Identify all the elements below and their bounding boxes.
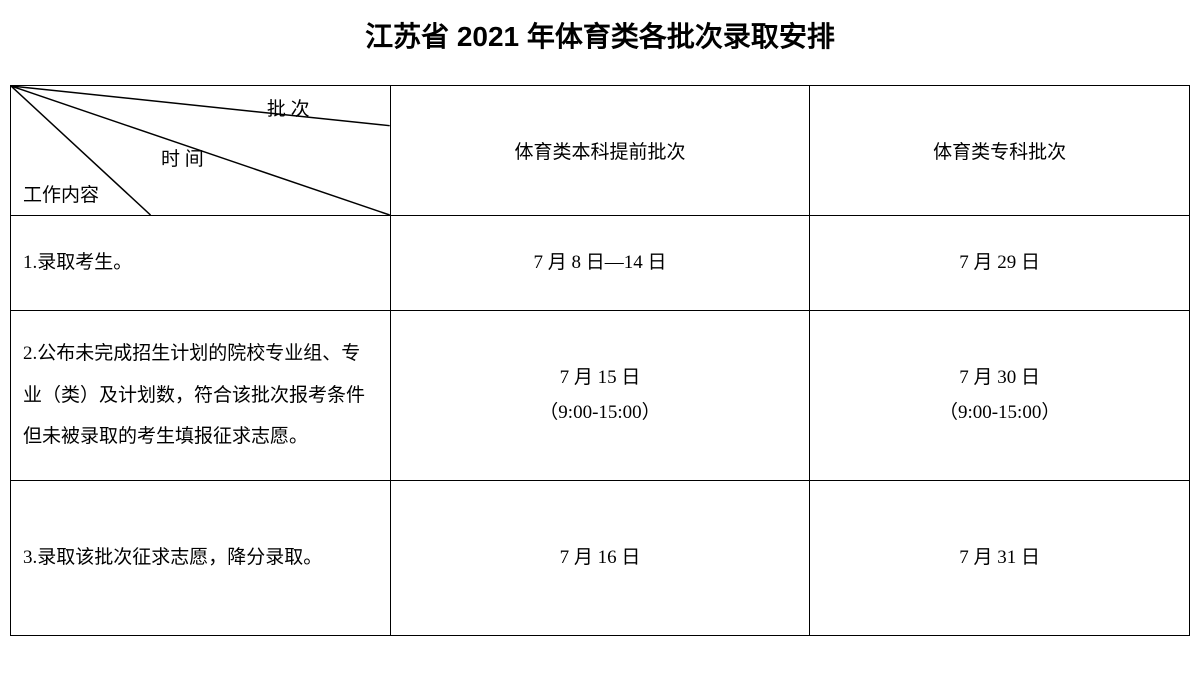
date-sub: （9:00-15:00）: [391, 396, 810, 430]
header-row: 批 次 时 间 工作内容 体育类本科提前批次 体育类专科批次: [11, 86, 1190, 216]
date-main: 7 月 31 日: [810, 541, 1189, 575]
date-sub: （9:00-15:00）: [810, 396, 1189, 430]
date-cell: 7 月 29 日: [810, 216, 1190, 311]
table-row: 2.公布未完成招生计划的院校专业组、专业（类）及计划数，符合该批次报考条件但未被…: [11, 311, 1190, 481]
work-content-cell: 3.录取该批次征求志愿，降分录取。: [11, 481, 391, 636]
date-main: 7 月 16 日: [391, 541, 810, 575]
page-title: 江苏省 2021 年体育类各批次录取安排: [10, 15, 1190, 55]
date-cell: 7 月 8 日—14 日: [390, 216, 810, 311]
table-row: 1.录取考生。 7 月 8 日—14 日 7 月 29 日: [11, 216, 1190, 311]
work-content-cell: 1.录取考生。: [11, 216, 391, 311]
date-main: 7 月 30 日: [810, 361, 1189, 395]
diagonal-header-cell: 批 次 时 间 工作内容: [11, 86, 391, 216]
table-row: 3.录取该批次征求志愿，降分录取。 7 月 16 日 7 月 31 日: [11, 481, 1190, 636]
column-header-undergrad: 体育类本科提前批次: [390, 86, 810, 216]
date-cell: 7 月 31 日: [810, 481, 1190, 636]
date-cell: 7 月 15 日 （9:00-15:00）: [390, 311, 810, 481]
batch-label: 批 次: [267, 94, 310, 121]
date-main: 7 月 29 日: [810, 246, 1189, 280]
column-header-junior: 体育类专科批次: [810, 86, 1190, 216]
schedule-table: 批 次 时 间 工作内容 体育类本科提前批次 体育类专科批次 1.录取考生。 7…: [10, 85, 1190, 636]
work-content-cell: 2.公布未完成招生计划的院校专业组、专业（类）及计划数，符合该批次报考条件但未被…: [11, 311, 391, 481]
date-main: 7 月 8 日—14 日: [391, 246, 810, 280]
time-label: 时 间: [161, 144, 204, 171]
date-cell: 7 月 16 日: [390, 481, 810, 636]
content-label: 工作内容: [23, 180, 99, 207]
date-cell: 7 月 30 日 （9:00-15:00）: [810, 311, 1190, 481]
date-main: 7 月 15 日: [391, 361, 810, 395]
